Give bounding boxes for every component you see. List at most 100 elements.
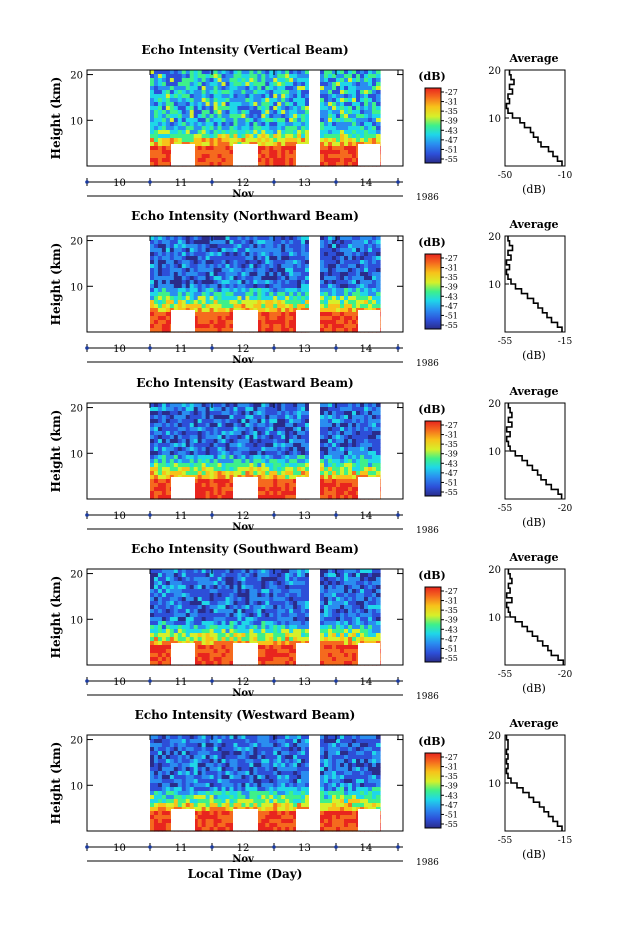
heatmap-cell	[269, 475, 274, 480]
heatmap-cell	[253, 411, 258, 416]
heatmap-cell	[177, 276, 183, 281]
heatmap-cell	[161, 312, 167, 317]
heatmap-cell	[320, 268, 325, 273]
heatmap-cell	[205, 463, 211, 468]
heatmap-cell	[201, 621, 207, 626]
heatmap-cell	[372, 467, 377, 472]
heatmap-cell	[157, 94, 163, 99]
heatmap-cell	[324, 439, 329, 444]
heatmap-cell	[344, 70, 349, 75]
heatmap-cell	[237, 625, 243, 630]
average-x-tick-label: -55	[498, 504, 513, 514]
heatmap-cell	[213, 150, 219, 155]
heatmap-cell	[253, 82, 258, 87]
heatmap-cell	[348, 467, 353, 472]
heatmap-cell	[161, 154, 167, 159]
heatmap-cell	[265, 114, 270, 119]
heatmap-cell	[297, 304, 302, 309]
heatmap-cell	[360, 431, 365, 436]
heatmap-cell	[253, 126, 258, 131]
heatmap-cell	[376, 455, 381, 460]
heatmap-cell	[336, 236, 341, 241]
heatmap-cell	[364, 419, 369, 424]
heatmap-cell	[193, 495, 199, 500]
heatmap-cell	[320, 288, 325, 293]
heatmap-cell	[257, 475, 262, 480]
heatmap-cell	[261, 292, 266, 297]
heatmap-cell	[237, 122, 243, 127]
heatmap-cell	[209, 98, 215, 103]
heatmap-cell	[157, 240, 163, 245]
heatmap-cell	[193, 407, 199, 412]
heatmap-cell	[324, 328, 329, 333]
heatmap-cell	[229, 423, 235, 428]
heatmap-cell	[360, 82, 365, 87]
heatmap-cell	[193, 467, 199, 472]
heatmap-cell	[173, 304, 179, 309]
heatmap-cell	[372, 114, 377, 119]
heatmap-cell	[297, 284, 302, 289]
heatmap-cell	[213, 328, 219, 333]
heatmap-cell	[289, 276, 294, 281]
heatmap-cell	[173, 292, 179, 297]
heatmap-cell	[273, 312, 278, 317]
heatmap-cell	[293, 268, 298, 273]
heatmap-cell	[364, 276, 369, 281]
heatmap-cell	[229, 268, 235, 273]
heatmap-cell	[249, 288, 254, 293]
heatmap-cell	[261, 645, 266, 650]
heatmap-cell	[301, 70, 306, 75]
heatmap-cell	[197, 589, 203, 594]
heatmap-cell	[153, 162, 159, 167]
heatmap-cell	[169, 471, 175, 476]
heatmap-cell	[233, 609, 239, 614]
heatmap-cell	[193, 244, 199, 249]
heatmap-cell	[189, 296, 195, 301]
heatmap-cell	[249, 256, 254, 261]
heatmap-cell	[368, 419, 373, 424]
heatmap-cell	[150, 158, 155, 163]
heatmap-cell	[293, 252, 298, 257]
heatmap-cell	[332, 276, 337, 281]
heatmap-cell	[150, 154, 155, 159]
heatmap-cell	[376, 467, 381, 472]
heatmap-cell	[257, 613, 262, 618]
heatmap-cell	[265, 439, 270, 444]
time-axis-marker	[85, 180, 89, 184]
heatmap-cell	[245, 292, 250, 297]
heatmap-cell	[305, 451, 310, 456]
heatmap-cell	[213, 411, 219, 416]
heatmap-cell	[277, 657, 282, 662]
heatmap-cell	[233, 236, 239, 241]
heatmap-cell	[153, 304, 159, 309]
heatmap-cell	[372, 288, 377, 293]
heatmap-cell	[324, 118, 329, 123]
heatmap-cell	[285, 455, 290, 460]
heatmap-cell	[205, 260, 211, 265]
heatmap-cell	[344, 256, 349, 261]
heatmap-cell	[173, 581, 179, 586]
heatmap-cell	[364, 90, 369, 95]
heatmap-cell	[356, 435, 361, 440]
heatmap-cell	[161, 106, 167, 111]
heatmap-cell	[177, 633, 183, 638]
heatmap-cell	[173, 276, 179, 281]
heatmap-cell	[289, 272, 294, 277]
heatmap-cell	[348, 451, 353, 456]
heatmap-cell	[356, 447, 361, 452]
heatmap-cell	[225, 455, 231, 460]
heatmap-cell	[273, 581, 278, 586]
heatmap-cell	[237, 304, 243, 309]
heatmap-cell	[273, 288, 278, 293]
heatmap-cell	[324, 154, 329, 159]
colorbar-tick-label: -47	[445, 136, 458, 145]
heatmap-cell	[161, 98, 167, 103]
heatmap-cell	[273, 272, 278, 277]
heatmap-cell	[221, 94, 227, 99]
heatmap-cell	[320, 467, 325, 472]
heatmap-cell	[221, 435, 227, 440]
heatmap-cell	[269, 463, 274, 468]
heatmap-cell	[181, 134, 187, 139]
heatmap-cell	[269, 609, 274, 614]
heatmap-cell	[277, 451, 282, 456]
